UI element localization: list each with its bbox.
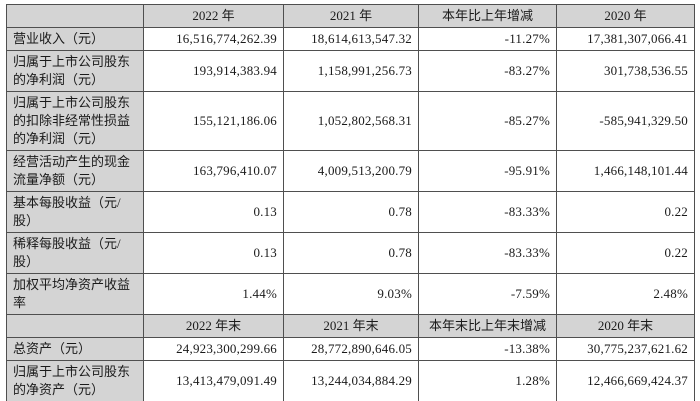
col-header-yoy-change: 本年比上年增减 bbox=[418, 4, 557, 28]
value-yoy-change: -83.33% bbox=[418, 191, 557, 233]
row-label: 基本每股收益（元/股） bbox=[6, 191, 144, 233]
value-2020: 1,466,148,101.44 bbox=[556, 150, 695, 192]
value-2021: 1,158,991,256.73 bbox=[283, 50, 419, 92]
value-2022: 16,516,774,262.39 bbox=[143, 27, 284, 51]
row-label: 加权平均净资产收益率 bbox=[6, 273, 144, 315]
row-weighted-avg-roe: 加权平均净资产收益率 1.44% 9.03% -7.59% 2.48% bbox=[6, 273, 695, 315]
value-2022: 0.13 bbox=[143, 191, 284, 233]
value-2022: 193,914,383.94 bbox=[143, 50, 284, 92]
period-end-header-row: 2022 年末 2021 年末 本年末比上年末增减 2020 年末 bbox=[6, 314, 695, 338]
value-2020: 301,738,536.55 bbox=[556, 50, 695, 92]
col-header-2020: 2020 年 bbox=[556, 4, 695, 28]
value-2021-end: 28,772,890,646.05 bbox=[283, 337, 419, 361]
value-yoy-change: -7.59% bbox=[418, 273, 557, 315]
value-2020: 17,381,307,066.41 bbox=[556, 27, 695, 51]
value-yoy-end-change: -13.38% bbox=[418, 337, 557, 361]
row-diluted-eps: 稀释每股收益（元/股） 0.13 0.78 -83.33% 0.22 bbox=[6, 232, 695, 274]
value-yoy-change: -83.33% bbox=[418, 232, 557, 274]
row-label: 经营活动产生的现金流量净额（元） bbox=[6, 150, 144, 192]
row-label: 营业收入（元） bbox=[6, 27, 144, 51]
row-label: 归属于上市公司股东的净利润（元） bbox=[6, 50, 144, 92]
value-2022: 155,121,186.06 bbox=[143, 91, 284, 151]
col-header-2022-end: 2022 年末 bbox=[143, 314, 284, 338]
financial-summary-table: 2022 年 2021 年 本年比上年增减 2020 年 营业收入（元） 16,… bbox=[6, 4, 695, 401]
row-net-assets-attributable: 归属于上市公司股东的净资产（元） 13,413,479,091.49 13,24… bbox=[6, 360, 695, 401]
value-2020: 0.22 bbox=[556, 191, 695, 233]
col-header-2021: 2021 年 bbox=[283, 4, 419, 28]
value-2020-end: 30,775,237,621.62 bbox=[556, 337, 695, 361]
value-2022-end: 13,413,479,091.49 bbox=[143, 360, 284, 401]
row-label: 归属于上市公司股东的扣除非经常性损益的净利润（元） bbox=[6, 91, 144, 151]
value-2021: 1,052,802,568.31 bbox=[283, 91, 419, 151]
row-operating-cash-flow: 经营活动产生的现金流量净额（元） 163,796,410.07 4,009,51… bbox=[6, 150, 695, 192]
col-header-2022: 2022 年 bbox=[143, 4, 284, 28]
row-total-assets: 总资产（元） 24,923,300,299.66 28,772,890,646.… bbox=[6, 337, 695, 361]
corner-cell bbox=[6, 314, 144, 338]
value-2020: 2.48% bbox=[556, 273, 695, 315]
row-label: 归属于上市公司股东的净资产（元） bbox=[6, 360, 144, 401]
value-2020: 0.22 bbox=[556, 232, 695, 274]
col-header-2020-end: 2020 年末 bbox=[556, 314, 695, 338]
value-2021: 4,009,513,200.79 bbox=[283, 150, 419, 192]
corner-cell bbox=[6, 4, 144, 28]
value-2020: -585,941,329.50 bbox=[556, 91, 695, 151]
row-net-profit-attributable: 归属于上市公司股东的净利润（元） 193,914,383.94 1,158,99… bbox=[6, 50, 695, 92]
value-yoy-change: -11.27% bbox=[418, 27, 557, 51]
row-operating-revenue: 营业收入（元） 16,516,774,262.39 18,614,613,547… bbox=[6, 27, 695, 51]
period-header-row: 2022 年 2021 年 本年比上年增减 2020 年 bbox=[6, 4, 695, 28]
value-yoy-change: -85.27% bbox=[418, 91, 557, 151]
value-2020-end: 12,466,669,424.37 bbox=[556, 360, 695, 401]
value-2021: 0.78 bbox=[283, 191, 419, 233]
value-2021: 18,614,613,547.32 bbox=[283, 27, 419, 51]
value-2021: 9.03% bbox=[283, 273, 419, 315]
row-basic-eps: 基本每股收益（元/股） 0.13 0.78 -83.33% 0.22 bbox=[6, 191, 695, 233]
row-label: 总资产（元） bbox=[6, 337, 144, 361]
col-header-2021-end: 2021 年末 bbox=[283, 314, 419, 338]
value-yoy-end-change: 1.28% bbox=[418, 360, 557, 401]
value-2021: 0.78 bbox=[283, 232, 419, 274]
value-2022-end: 24,923,300,299.66 bbox=[143, 337, 284, 361]
row-label: 稀释每股收益（元/股） bbox=[6, 232, 144, 274]
row-net-profit-after-deduction: 归属于上市公司股东的扣除非经常性损益的净利润（元） 155,121,186.06… bbox=[6, 91, 695, 151]
value-2022: 163,796,410.07 bbox=[143, 150, 284, 192]
value-2022: 1.44% bbox=[143, 273, 284, 315]
value-yoy-change: -95.91% bbox=[418, 150, 557, 192]
value-2021-end: 13,244,034,884.29 bbox=[283, 360, 419, 401]
col-header-yoy-end-change: 本年末比上年末增减 bbox=[418, 314, 557, 338]
value-2022: 0.13 bbox=[143, 232, 284, 274]
value-yoy-change: -83.27% bbox=[418, 50, 557, 92]
